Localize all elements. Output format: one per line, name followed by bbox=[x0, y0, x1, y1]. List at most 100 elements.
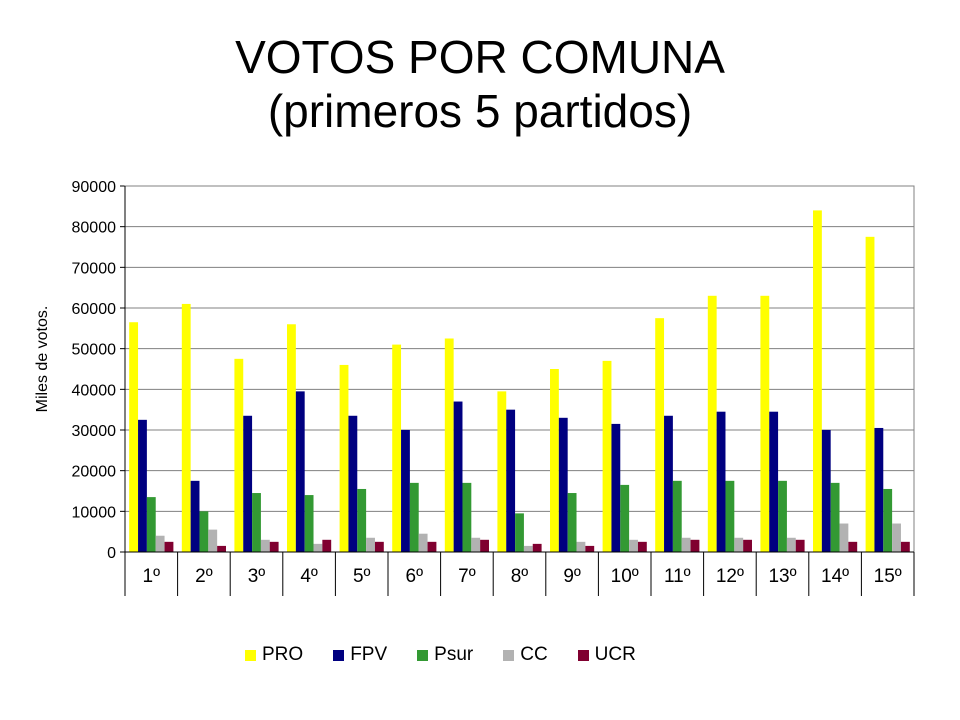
bar-psur-9 bbox=[567, 493, 577, 552]
legend-item-fpv: FPV bbox=[333, 644, 387, 666]
chart-title: VOTOS POR COMUNA (primeros 5 partidos) bbox=[0, 30, 960, 138]
y-tick-label: 0 bbox=[107, 545, 116, 562]
y-tick-label: 20000 bbox=[72, 464, 117, 481]
y-tick-label: 10000 bbox=[72, 504, 117, 521]
bar-cc-14 bbox=[839, 523, 849, 552]
bar-fpv-7 bbox=[453, 401, 463, 552]
bar-pro-1 bbox=[129, 322, 139, 552]
bar-ucr-10 bbox=[637, 541, 647, 552]
bar-psur-7 bbox=[462, 482, 472, 552]
bar-cc-10 bbox=[629, 539, 638, 552]
x-tick-label: 6º bbox=[406, 566, 424, 587]
legend-swatch bbox=[245, 649, 256, 661]
bar-pro-14 bbox=[813, 210, 822, 552]
bar-fpv-15 bbox=[874, 427, 884, 552]
bar-ucr-6 bbox=[427, 541, 437, 552]
y-tick-label: 40000 bbox=[72, 382, 117, 399]
bar-psur-11 bbox=[672, 480, 682, 552]
bar-pro-8 bbox=[497, 391, 507, 552]
x-tick-label: 14º bbox=[821, 566, 849, 587]
y-tick-label: 30000 bbox=[72, 423, 117, 440]
bar-cc-1 bbox=[155, 535, 165, 552]
legend-label: Psur bbox=[434, 644, 474, 665]
bar-ucr-7 bbox=[480, 539, 489, 552]
x-tick-label: 8º bbox=[511, 566, 529, 587]
chart-legend: PRO FPV Psur CC UCR bbox=[245, 643, 666, 667]
bar-ucr-8 bbox=[532, 543, 542, 552]
y-tick-label: 50000 bbox=[72, 342, 117, 359]
bar-fpv-3 bbox=[243, 415, 253, 552]
bar-ucr-3 bbox=[269, 541, 279, 552]
legend-swatch bbox=[503, 649, 515, 661]
chart-title-line-2: (primeros 5 partidos) bbox=[267, 85, 693, 137]
x-tick-label: 2º bbox=[195, 566, 213, 587]
bar-cc-13 bbox=[786, 537, 796, 552]
bar-fpv-5 bbox=[348, 415, 358, 552]
legend-swatch bbox=[577, 649, 589, 661]
bar-cc-11 bbox=[681, 537, 691, 552]
bar-ucr-13 bbox=[795, 539, 805, 552]
bar-fpv-13 bbox=[769, 411, 779, 552]
bar-psur-10 bbox=[620, 484, 630, 552]
bar-cc-4 bbox=[313, 543, 323, 552]
y-tick-label: 90000 bbox=[72, 179, 117, 196]
bar-pro-4 bbox=[287, 324, 296, 552]
bar-pro-7 bbox=[444, 338, 454, 552]
bar-psur-12 bbox=[725, 480, 735, 552]
legend-item-cc: CC bbox=[503, 644, 548, 666]
bar-cc-2 bbox=[208, 529, 218, 552]
legend-label: CC bbox=[520, 644, 548, 665]
bar-psur-2 bbox=[199, 511, 209, 552]
bar-psur-15 bbox=[883, 488, 893, 552]
bar-cc-15 bbox=[892, 523, 901, 552]
x-tick-label: 7º bbox=[458, 566, 476, 587]
bar-fpv-9 bbox=[558, 417, 568, 552]
bar-ucr-11 bbox=[690, 539, 700, 552]
x-tick-label: 9º bbox=[563, 566, 581, 587]
x-tick-label: 5º bbox=[353, 566, 371, 587]
bar-fpv-10 bbox=[611, 423, 621, 552]
bar-pro-12 bbox=[707, 295, 717, 552]
legend-item-ucr: UCR bbox=[577, 644, 636, 666]
bar-pro-9 bbox=[550, 369, 559, 552]
bar-psur-14 bbox=[830, 482, 840, 552]
bar-cc-6 bbox=[418, 533, 428, 552]
bar-ucr-2 bbox=[217, 545, 226, 552]
legend-label: FPV bbox=[350, 644, 388, 665]
y-tick-label: 60000 bbox=[72, 301, 117, 318]
x-tick-label: 13º bbox=[768, 566, 796, 587]
bar-ucr-5 bbox=[374, 541, 384, 552]
legend-swatch bbox=[417, 649, 429, 661]
bar-fpv-12 bbox=[716, 411, 726, 552]
bar-fpv-2 bbox=[190, 480, 200, 552]
x-tick-label: 15º bbox=[874, 566, 902, 587]
bar-ucr-14 bbox=[848, 541, 858, 552]
legend-item-pro: PRO bbox=[245, 644, 303, 666]
chart-title-line-1: VOTOS POR COMUNA bbox=[235, 31, 725, 83]
bar-ucr-4 bbox=[322, 539, 332, 552]
bar-psur-13 bbox=[778, 480, 787, 552]
bar-pro-11 bbox=[655, 318, 665, 552]
bar-cc-7 bbox=[471, 537, 481, 552]
x-tick-label: 3º bbox=[248, 566, 266, 587]
bar-cc-12 bbox=[734, 537, 744, 552]
y-tick-label: 70000 bbox=[72, 260, 117, 277]
x-tick-label: 10º bbox=[611, 566, 639, 587]
legend-item-psur: Psur bbox=[417, 644, 473, 666]
bar-cc-9 bbox=[576, 541, 586, 552]
bar-ucr-12 bbox=[743, 539, 752, 552]
bar-fpv-11 bbox=[664, 415, 673, 552]
bar-fpv-6 bbox=[401, 430, 410, 552]
bar-psur-5 bbox=[357, 488, 367, 552]
bar-pro-15 bbox=[865, 236, 875, 553]
bar-psur-1 bbox=[146, 497, 156, 552]
bar-pro-3 bbox=[234, 358, 244, 552]
bar-pro-6 bbox=[392, 344, 402, 552]
bar-fpv-14 bbox=[821, 430, 831, 552]
bar-cc-5 bbox=[366, 537, 375, 552]
bar-pro-5 bbox=[339, 364, 349, 552]
bar-fpv-8 bbox=[506, 409, 516, 552]
bar-psur-3 bbox=[252, 493, 261, 552]
bar-pro-2 bbox=[181, 303, 191, 552]
